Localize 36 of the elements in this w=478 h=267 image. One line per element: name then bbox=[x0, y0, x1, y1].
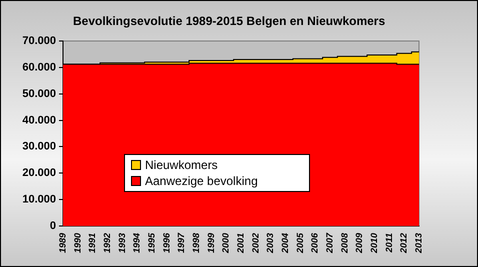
y-tick-label: 20.000 bbox=[22, 167, 56, 180]
y-tick-label: 60.000 bbox=[22, 61, 56, 74]
y-tick-label: 50.000 bbox=[22, 88, 56, 100]
x-tick-label: 2009 bbox=[354, 232, 364, 254]
x-tick-label: 1995 bbox=[146, 232, 156, 254]
x-tick-label: 2007 bbox=[324, 232, 334, 254]
y-tick-label: 0 bbox=[50, 220, 56, 232]
x-tick-label: 2008 bbox=[339, 232, 350, 254]
y-tick-label: 70.000 bbox=[22, 35, 56, 48]
x-tick-label: 1990 bbox=[72, 232, 82, 254]
x-tick-label: 1997 bbox=[176, 232, 186, 254]
y-tick-label: 40.000 bbox=[22, 114, 56, 126]
x-tick-label: 2012 bbox=[398, 232, 409, 254]
x-tick-label: 2000 bbox=[220, 232, 231, 254]
x-tick-label: 1991 bbox=[87, 232, 98, 254]
x-tick-label: 2011 bbox=[384, 232, 394, 254]
x-tick-label: 1989 bbox=[57, 232, 68, 254]
x-tick-label: 1998 bbox=[190, 232, 201, 254]
legend-label: Nieuwkomers bbox=[144, 157, 219, 173]
legend-label: Aanwezige bevolking bbox=[144, 173, 259, 189]
x-tick-label: 2005 bbox=[294, 232, 305, 254]
x-tick-label: 2004 bbox=[280, 232, 290, 254]
y-tick-label: 30.000 bbox=[22, 140, 56, 153]
x-tick-label: 2002 bbox=[250, 232, 260, 254]
x-tick-label: 1996 bbox=[161, 232, 172, 254]
x-tick-label: 1999 bbox=[206, 232, 216, 254]
x-tick-label: 1994 bbox=[132, 232, 142, 254]
x-tick-label: 2013 bbox=[413, 232, 424, 254]
x-tick-label: 2003 bbox=[265, 232, 276, 254]
x-tick-label: 2001 bbox=[235, 232, 246, 254]
y-tick-label: 10.000 bbox=[22, 194, 56, 206]
x-tick-label: 2006 bbox=[310, 232, 320, 254]
x-tick-label: 1993 bbox=[116, 232, 127, 254]
chart-title: Bevolkingsevolutie 1989-2015 Belgen en Nieuwkomers bbox=[73, 14, 386, 28]
x-tick-label: 1992 bbox=[102, 232, 112, 254]
x-tick-label: 2010 bbox=[368, 232, 379, 254]
